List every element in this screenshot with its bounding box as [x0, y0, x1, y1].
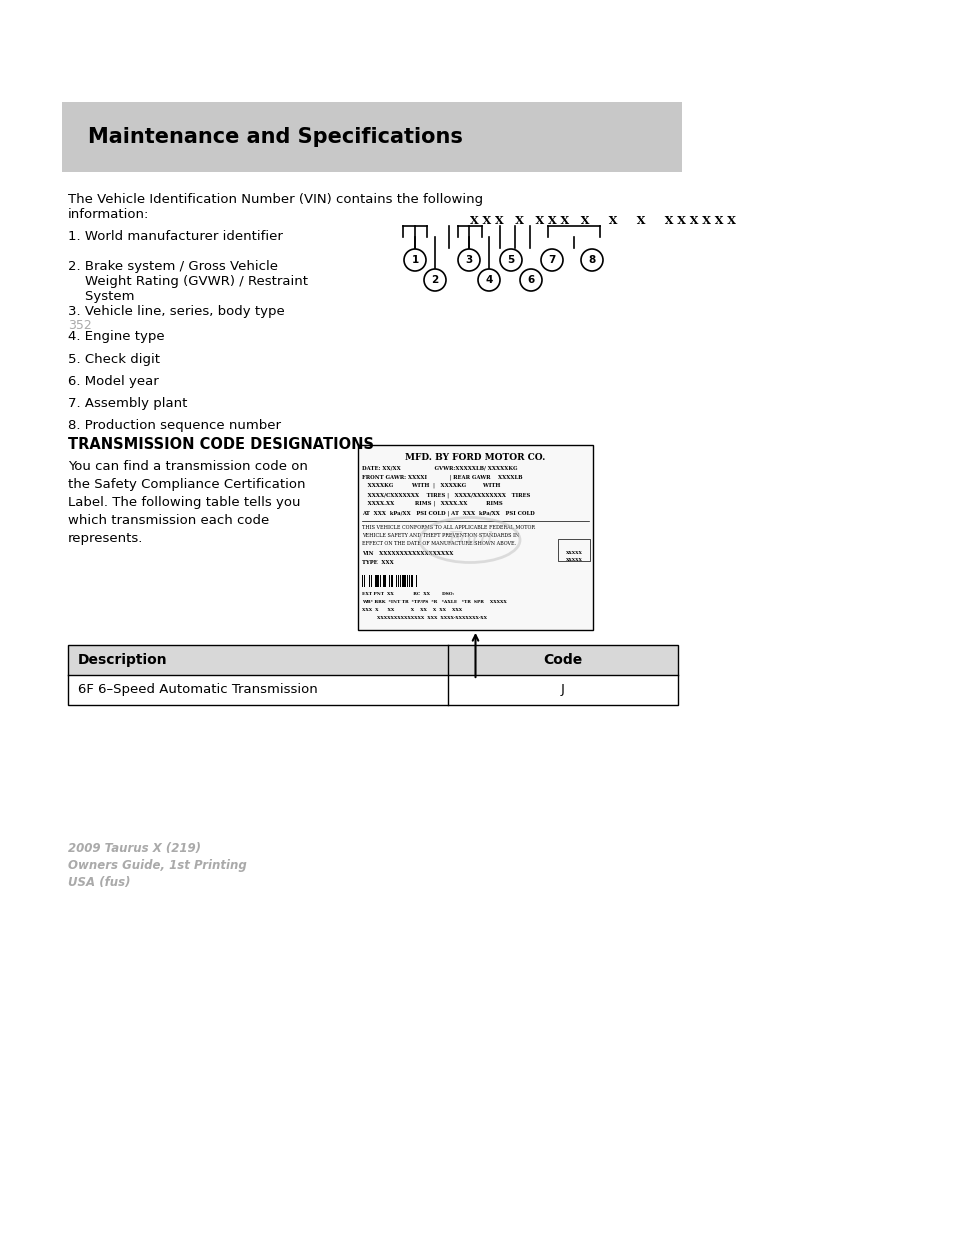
Text: XXXX.XX           RIMS |   XXXX.XX          RIMS: XXXX.XX RIMS | XXXX.XX RIMS	[361, 501, 502, 506]
Text: XXXX/CXXXXXXX    TIRES |   XXXX/XXXXXXXX   TIRES: XXXX/CXXXXXXX TIRES | XXXX/XXXXXXXX TIRE…	[361, 492, 530, 498]
Bar	[558, 538, 589, 561]
Text: VIN   XXXXXXXXXXXXXXXXXX: VIN XXXXXXXXXXXXXXXXXX	[361, 551, 453, 556]
Text: EXT PNT  XX             RC  XX        DSO:: EXT PNT XX RC XX DSO:	[361, 592, 454, 597]
Text: Owners Guide, 1st Printing: Owners Guide, 1st Printing	[68, 860, 247, 872]
Text: MFD. BY FORD MOTOR CO.: MFD. BY FORD MOTOR CO.	[405, 453, 545, 462]
Text: 1. World manufacturer identifier: 1. World manufacturer identifier	[68, 230, 283, 243]
Text: FRONT GAWR: XXXXI            | REAR GAWR    XXXXLB: FRONT GAWR: XXXXI | REAR GAWR XXXXLB	[361, 474, 522, 479]
Text: 3: 3	[465, 254, 472, 266]
Text: 6: 6	[527, 275, 534, 285]
Text: J: J	[560, 683, 564, 697]
Text: X X X   X   X X X   X     X     X     X X X X X X: X X X X X X X X X X X X X X X X	[470, 215, 735, 226]
Text: DATE: XX/XX                  GVWR:XXXXXLB/ XXXXXKG: DATE: XX/XX GVWR:XXXXXLB/ XXXXXKG	[361, 466, 517, 471]
Text: WB* BRK  *INT TR  *TP/PS  *R   *AXLE   *TR  SPR    XXXXX: WB* BRK *INT TR *TP/PS *R *AXLE *TR SPR …	[361, 600, 506, 604]
Text: The Vehicle Identification Number (VIN) contains the following
information:: The Vehicle Identification Number (VIN) …	[68, 193, 482, 221]
Text: 7. Assembly plant: 7. Assembly plant	[68, 396, 187, 410]
Bar	[62, 103, 681, 172]
Bar	[379, 576, 381, 587]
Text: 6F 6–Speed Automatic Transmission: 6F 6–Speed Automatic Transmission	[78, 683, 317, 697]
Text: 4. Engine type: 4. Engine type	[68, 330, 165, 343]
Text: XXX  X      XX           X    XX    X  XX    XXX: XXX X XX X XX X XX XXX	[361, 608, 461, 613]
Text: XXXXXXXXXXXXXX  XXX  XXXX-XXXXXXX-XX: XXXXXXXXXXXXXX XXX XXXX-XXXXXXX-XX	[361, 616, 486, 620]
Bar	[68, 645, 678, 676]
Text: VEHICLE SAFETY AND THEFT PREVENTION STANDARDS IN: VEHICLE SAFETY AND THEFT PREVENTION STAN…	[361, 534, 518, 538]
Text: 6. Model year: 6. Model year	[68, 375, 158, 388]
Text: Code: Code	[543, 653, 582, 667]
Text: THIS VEHICLE CONFORMS TO ALL APPLICABLE FEDERAL MOTOR: THIS VEHICLE CONFORMS TO ALL APPLICABLE …	[361, 525, 535, 530]
Bar	[411, 576, 413, 587]
Text: 7: 7	[548, 254, 555, 266]
Text: 8. Production sequence number: 8. Production sequence number	[68, 419, 281, 432]
Text: EFFECT ON THE DATE OF MANUFACTURE SHOWN ABOVE.: EFFECT ON THE DATE OF MANUFACTURE SHOWN …	[361, 541, 516, 546]
Bar	[404, 576, 405, 587]
Bar	[370, 576, 372, 587]
Text: You can find a transmission code on
the Safety Compliance Certification
Label. T: You can find a transmission code on the …	[68, 459, 308, 545]
Text: 3. Vehicle line, series, body type: 3. Vehicle line, series, body type	[68, 305, 284, 317]
Text: AT  XXX  kPa/XX   PSI COLD | AT  XXX  kPa/XX   PSI COLD: AT XXX kPa/XX PSI COLD | AT XXX kPa/XX P…	[361, 510, 535, 515]
Bar	[68, 645, 678, 705]
Text: Ford: Ford	[447, 531, 493, 550]
Bar	[384, 576, 385, 587]
Text: XXXXX: XXXXX	[565, 558, 582, 562]
Text: TYPE  XXX: TYPE XXX	[361, 559, 394, 564]
Bar	[377, 576, 378, 587]
Text: 2009 Taurus X (219): 2009 Taurus X (219)	[68, 842, 201, 855]
Text: Description: Description	[78, 653, 168, 667]
Bar	[406, 576, 408, 587]
Text: TRANSMISSION CODE DESIGNATIONS: TRANSMISSION CODE DESIGNATIONS	[68, 437, 374, 452]
Bar	[401, 576, 403, 587]
Text: USA (fus): USA (fus)	[68, 876, 131, 889]
Text: 5. Check digit: 5. Check digit	[68, 353, 160, 366]
Bar	[391, 576, 393, 587]
Bar	[375, 576, 376, 587]
Bar	[357, 445, 593, 630]
Text: 2. Brake system / Gross Vehicle
    Weight Rating (GVWR) / Restraint
    System: 2. Brake system / Gross Vehicle Weight R…	[68, 261, 308, 303]
Text: 8: 8	[588, 254, 595, 266]
Text: 5: 5	[507, 254, 514, 266]
Text: Maintenance and Specifications: Maintenance and Specifications	[88, 127, 462, 147]
Text: XXXXKG          WITH  |   XXXXKG         WITH: XXXXKG WITH | XXXXKG WITH	[361, 483, 500, 489]
Text: 1: 1	[411, 254, 418, 266]
Bar	[361, 576, 363, 587]
Text: 2: 2	[431, 275, 438, 285]
Text: 352: 352	[68, 319, 91, 332]
Text: 4: 4	[485, 275, 492, 285]
Bar	[399, 576, 401, 587]
Text: XXXXX: XXXXX	[565, 551, 582, 555]
